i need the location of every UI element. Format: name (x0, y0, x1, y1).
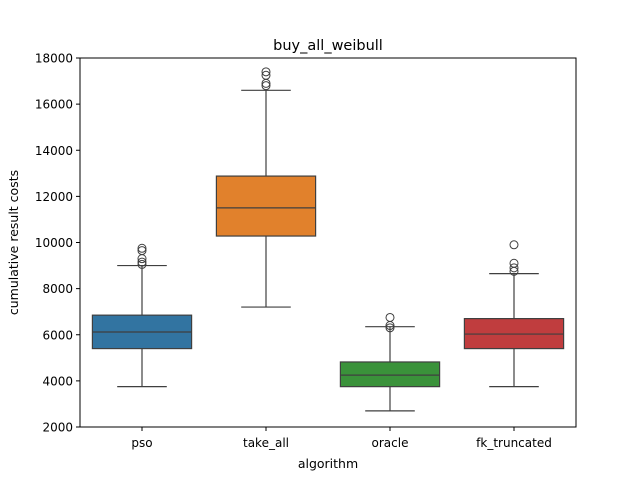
x-tick-label: oracle (372, 436, 409, 450)
iqr-box (215, 175, 317, 237)
outlier-point (137, 259, 147, 269)
outlier-point (509, 263, 519, 273)
y-tick-label: 12000 (35, 190, 73, 204)
y-axis-label: cumulative result costs (6, 170, 21, 315)
outlier-point (385, 312, 395, 322)
y-tick-label: 10000 (35, 236, 73, 250)
y-axis: 2000 4000 6000 8000 10000 12000 14000 16000 1800… (35, 52, 80, 435)
outlier-point (509, 258, 519, 268)
plot-area-frame (79, 57, 577, 428)
x-tick-label: pso (131, 436, 152, 450)
chart-title: buy_all_weibull (273, 38, 383, 54)
box-group-pso (91, 243, 193, 388)
box-group-fk_truncated (463, 240, 565, 388)
outlier-point (509, 240, 519, 250)
y-tick-label: 16000 (35, 98, 73, 112)
outlier-point (137, 246, 147, 256)
outlier-point (385, 323, 395, 333)
outlier-point (261, 81, 271, 91)
y-tick-label: 4000 (42, 374, 73, 388)
outlier-point (261, 67, 271, 77)
x-tick-label: fk_truncated (476, 436, 552, 450)
x-axis: pso take_all oracle fk_truncated (131, 427, 552, 450)
outlier-point (261, 70, 271, 80)
box-group-oracle (339, 312, 441, 412)
x-axis-label: algorithm (298, 456, 358, 471)
box-group-take_all (215, 67, 317, 308)
outlier-point (137, 243, 147, 253)
boxes-layer (91, 67, 565, 412)
iqr-box (339, 361, 441, 388)
y-tick-label: 8000 (42, 282, 73, 296)
y-tick-label: 14000 (35, 144, 73, 158)
y-tick-label: 2000 (42, 421, 73, 435)
x-tick-label: take_all (243, 436, 289, 450)
outlier-point (137, 257, 147, 267)
y-tick-label: 18000 (35, 52, 73, 66)
y-tick-label: 6000 (42, 328, 73, 342)
